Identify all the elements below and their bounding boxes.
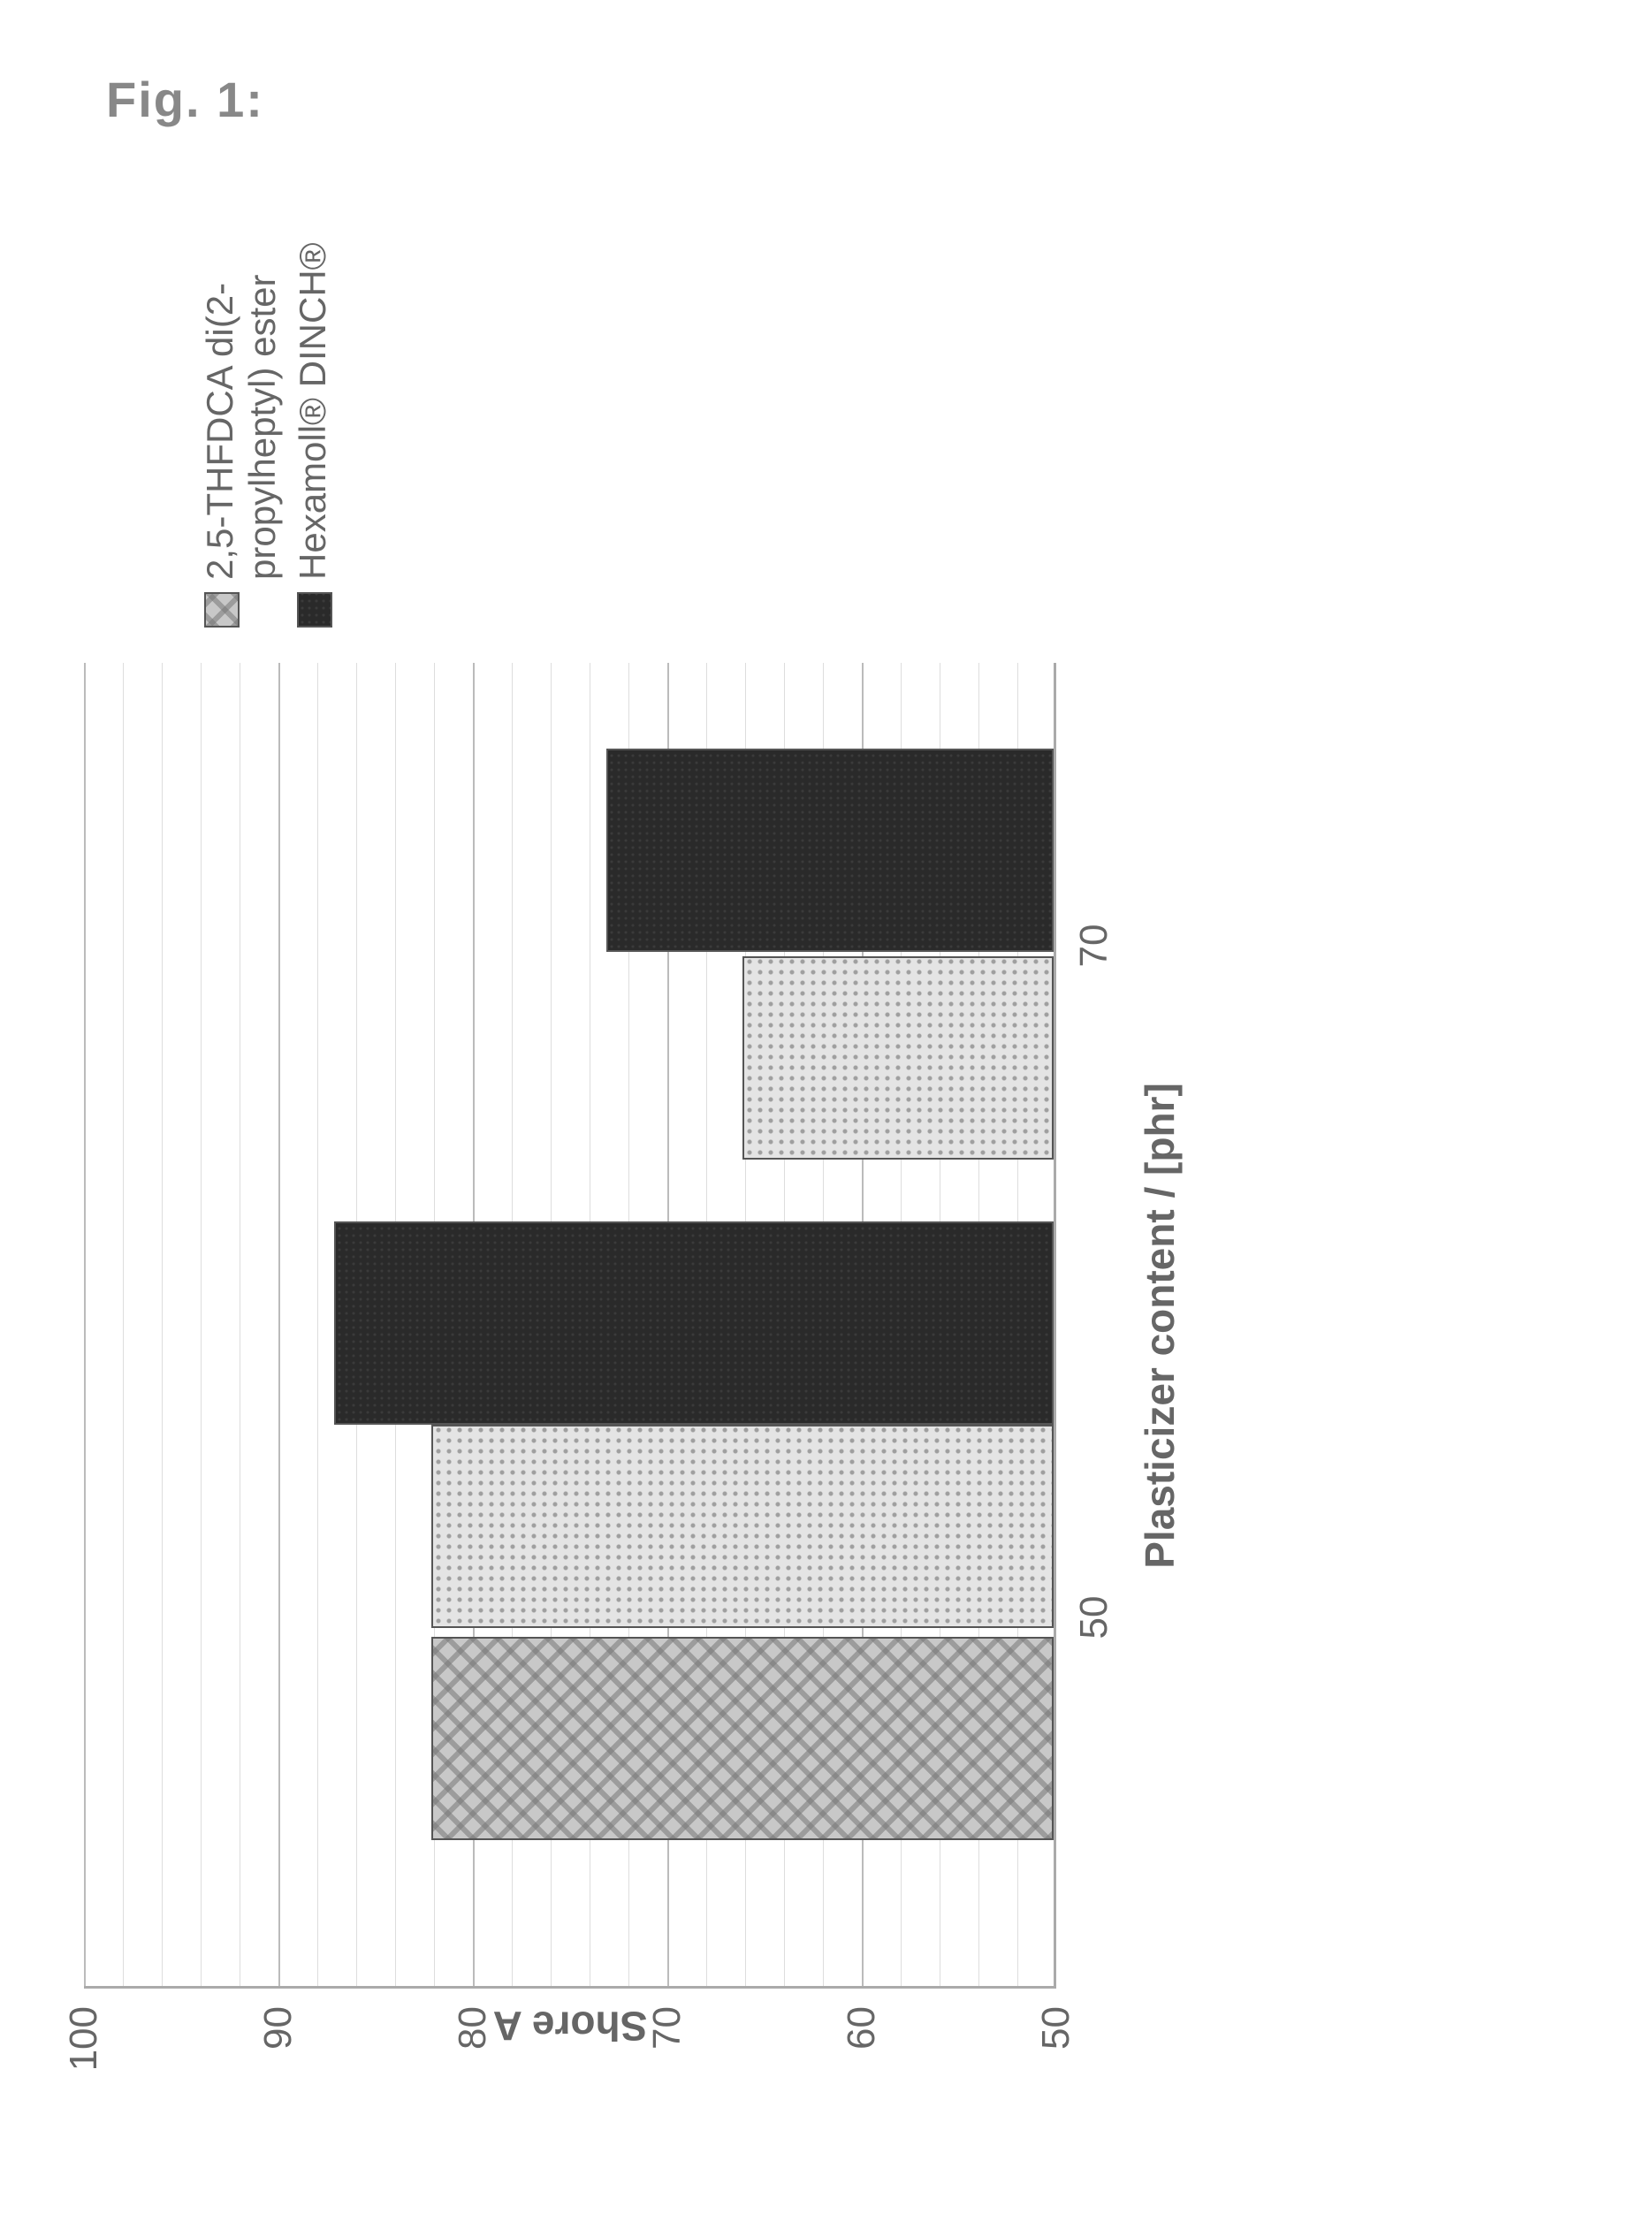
y-tick-label: 100 bbox=[62, 2006, 106, 2130]
legend-swatch-icon bbox=[204, 592, 240, 628]
x-tick-label: 50 bbox=[1072, 1596, 1116, 1639]
minor-gridline bbox=[123, 663, 124, 1986]
legend-item: 2,5-THFDCA di(2-propylheptyl) ester bbox=[199, 133, 285, 628]
plot-area bbox=[84, 663, 1056, 1989]
y-tick-label: 90 bbox=[256, 2006, 301, 2130]
legend: 2,5-THFDCA di(2-propylheptyl) ester Hexa… bbox=[199, 133, 341, 628]
y-tick-label: 70 bbox=[645, 2006, 689, 2130]
y-axis-title: Shore A bbox=[493, 2003, 648, 2050]
bar bbox=[431, 1425, 1054, 1628]
bar bbox=[606, 749, 1054, 952]
major-gridline bbox=[84, 663, 86, 1986]
chart: Shore A Plasticizer content / [phr] 2,5-… bbox=[49, 97, 1604, 2130]
bar bbox=[431, 1637, 1054, 1840]
bar bbox=[334, 1221, 1054, 1425]
minor-gridline bbox=[162, 663, 163, 1986]
y-tick-label: 80 bbox=[451, 2006, 495, 2130]
major-gridline bbox=[278, 663, 280, 1986]
minor-gridline bbox=[201, 663, 202, 1986]
y-tick-label: 60 bbox=[840, 2006, 884, 2130]
legend-label: Hexamoll® DINCH® bbox=[292, 242, 334, 580]
minor-gridline bbox=[317, 663, 318, 1986]
x-axis-title: Plasticizer content / [phr] bbox=[1136, 1083, 1184, 1569]
bar bbox=[742, 956, 1054, 1160]
page: Fig. 1: Shore A Plasticizer content / [p… bbox=[0, 0, 1652, 2229]
chart-rotated-group: Shore A Plasticizer content / [phr] 2,5-… bbox=[49, 97, 1604, 2130]
y-tick-label: 50 bbox=[1034, 2006, 1078, 2130]
legend-label: 2,5-THFDCA di(2-propylheptyl) ester bbox=[199, 133, 285, 580]
legend-swatch-icon bbox=[297, 592, 332, 628]
legend-item: Hexamoll® DINCH® bbox=[292, 133, 334, 628]
x-tick-label: 70 bbox=[1072, 924, 1116, 968]
